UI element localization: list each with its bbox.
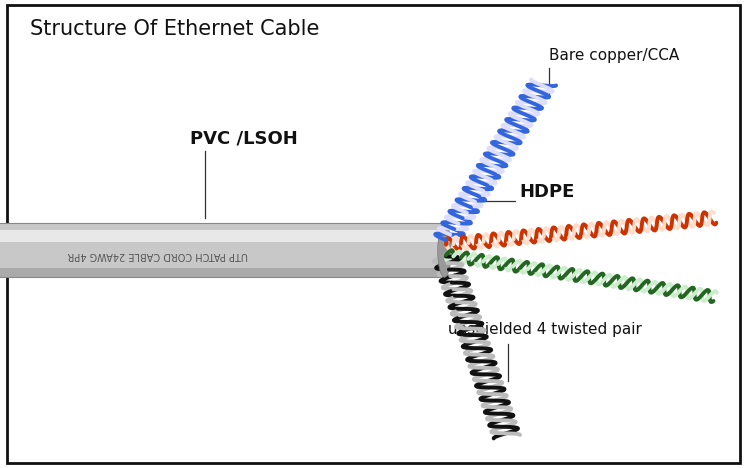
Text: PVC /LSOH: PVC /LSOH [190,130,298,147]
Text: Structure Of Ethernet Cable: Structure Of Ethernet Cable [30,19,319,39]
Text: Bare copper/CCA: Bare copper/CCA [549,48,679,63]
Bar [0,268,444,277]
Bar [0,230,444,242]
Ellipse shape [438,223,451,277]
Text: unshielded 4 twisted pair: unshielded 4 twisted pair [448,322,642,337]
Bar [0,223,444,277]
Text: UTP PATCH CORD CABLE 24AWG 4PR: UTP PATCH CORD CABLE 24AWG 4PR [67,250,247,260]
Text: HDPE: HDPE [519,183,574,201]
